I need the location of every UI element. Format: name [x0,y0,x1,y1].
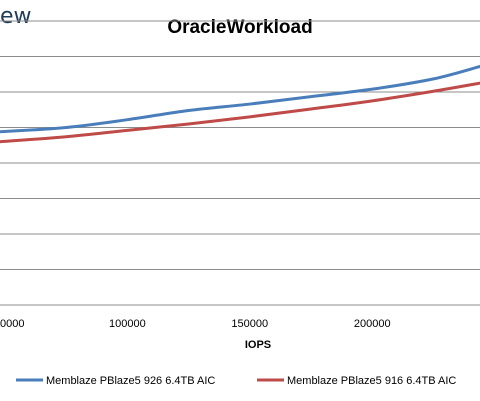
x-axis-ticks: 0000 100000 150000 200000 [0,318,391,330]
series-lines [0,64,480,144]
x-tick-label: 150000 [231,318,268,330]
legend: Memblaze PBlaze5 926 6.4TB AIC Memblaze P… [16,375,456,387]
legend-label: Memblaze PBlaze5 926 6.4TB AIC [46,375,215,387]
x-tick-label: 0000 [0,318,24,330]
series-line-1 [0,64,480,134]
gridlines [0,20,480,306]
x-tick-label: 200000 [354,318,391,330]
brand-logo-text: ew [0,4,32,29]
series-line-2 [0,81,480,144]
x-axis-title: IOPS [245,339,271,351]
x-tick-label: 100000 [109,318,146,330]
chart-title: OracleWorkload [167,17,312,38]
legend-label: Memblaze PBlaze5 916 6.4TB AIC [287,375,456,387]
